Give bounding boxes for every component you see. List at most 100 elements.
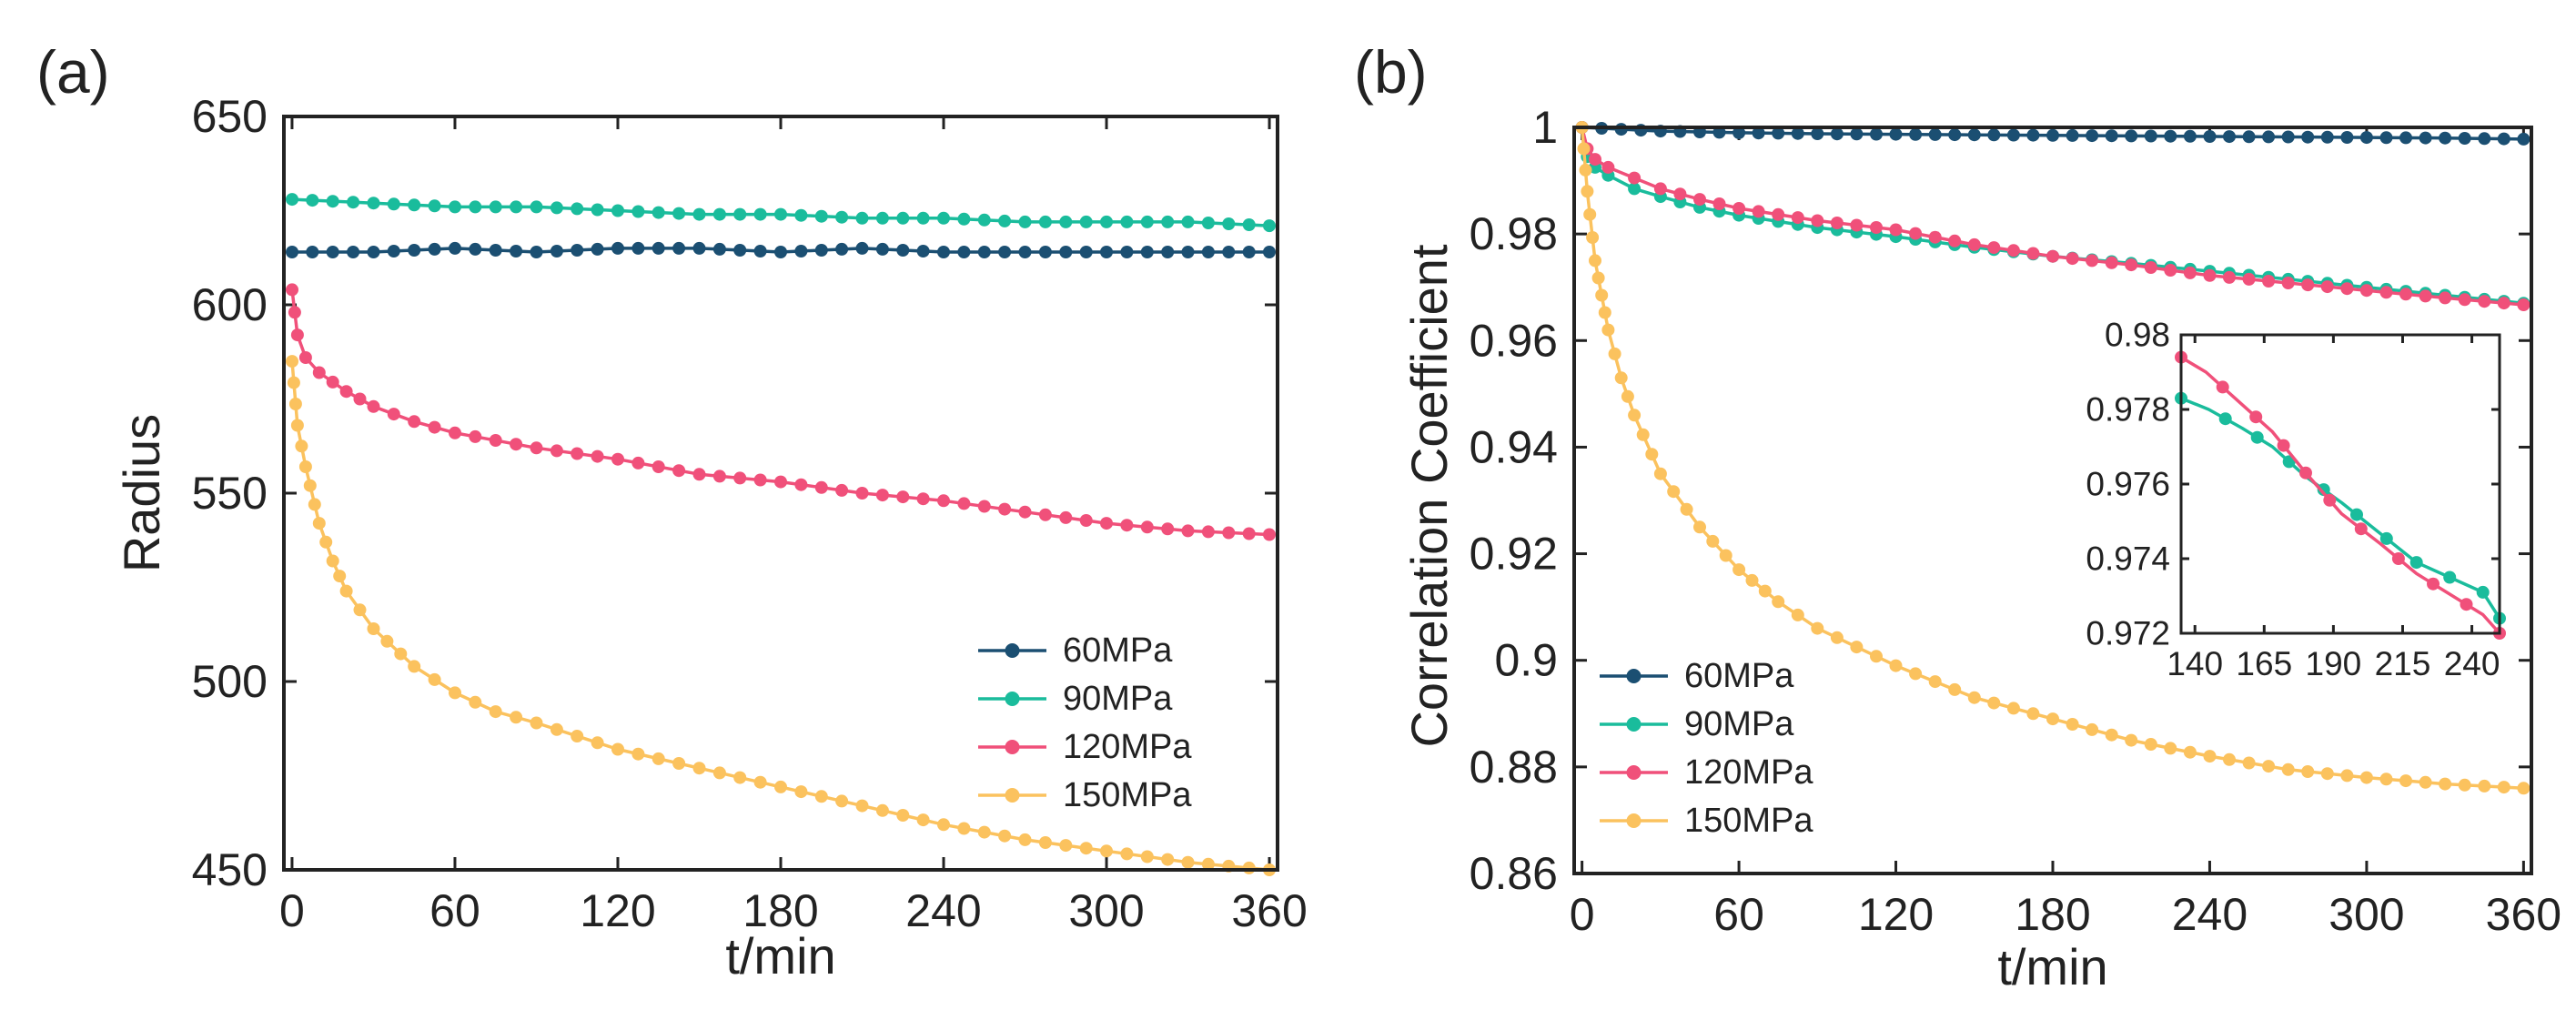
panel-inset-xtick-label-0: 140 [2167, 645, 2223, 682]
panel-a-point-150mpa-4 [295, 439, 308, 453]
panel-b-legend-marker-150mpa [1626, 813, 1642, 828]
panel-a-point-150mpa-42 [916, 813, 930, 827]
panel-a-point-120mpa-21 [631, 456, 645, 470]
panel-a-series-150mpa [286, 355, 1276, 876]
panel-a-point-120mpa-50 [1222, 526, 1236, 540]
panel-inset-point-120mpa-18 [2460, 598, 2473, 611]
panel-a-point-60mpa-23 [753, 245, 767, 258]
panel-b-point-150mpa-34 [1928, 675, 1942, 689]
panel-a-point-90mpa-18 [652, 206, 665, 219]
panel-a-legend-label-120mpa: 120MPa [1063, 728, 1192, 766]
panel-b-point-120mpa-42 [2379, 286, 2393, 299]
panel-a-point-120mpa-2 [290, 328, 304, 342]
panel-b-ytick-label-5: 0.96 [1470, 315, 1558, 366]
panel-a-series-120mpa [286, 283, 1276, 541]
panel-b-point-150mpa-55 [2340, 769, 2354, 783]
panel-inset-point-90mpa-14 [2409, 556, 2423, 570]
panel-a-point-60mpa-3 [347, 246, 360, 258]
panel-a-point-90mpa-16 [611, 204, 624, 217]
panel-a-point-150mpa-38 [835, 794, 849, 808]
panel-b-point-120mpa-43 [2399, 288, 2412, 301]
panel-a-point-90mpa-2 [326, 195, 339, 208]
panel-a-point-150mpa-19 [449, 686, 461, 700]
panel-a-point-120mpa-0 [286, 283, 298, 297]
panel-b-point-120mpa-41 [2359, 284, 2373, 298]
panel-b-point-60mpa-34 [2242, 130, 2256, 144]
panel-b-point-120mpa-29 [2125, 258, 2138, 272]
panel-b-point-150mpa-37 [1987, 696, 2001, 710]
panel-b-point-150mpa-43 [2105, 728, 2118, 742]
panel-a-point-90mpa-21 [712, 207, 726, 221]
panel-a-point-60mpa-29 [875, 242, 889, 256]
panel-b-point-150mpa-23 [1732, 563, 1746, 577]
panel-a-point-60mpa-19 [672, 241, 686, 255]
panel-a-xlabel: t/min [725, 927, 835, 985]
panel-a-point-90mpa-7 [428, 199, 441, 213]
panel-b-point-150mpa-64 [2517, 782, 2531, 795]
panel-b: (b) 0 60 120 180 240 300 360 0.86 0.88 0.9 0.92 0.9… [1354, 38, 2561, 995]
panel-b-point-60mpa-2 [1614, 123, 1628, 136]
panel-b-point-60mpa-43 [2419, 131, 2432, 145]
panel-a-point-120mpa-19 [591, 449, 604, 463]
panel-b-point-120mpa-9 [1732, 202, 1746, 215]
panel-a-point-90mpa-5 [387, 197, 400, 211]
panel-a-legend-marker-60mpa [1005, 643, 1020, 658]
panel-b-legend-label-90mpa: 90MPa [1684, 705, 1794, 743]
panel-a-point-150mpa-55 [1181, 855, 1195, 869]
panel-b-point-120mpa-39 [2320, 280, 2334, 294]
panel-inset-point-120mpa-8 [2299, 466, 2312, 480]
panel-a-xtick-label-0: 0 [279, 885, 305, 936]
panel-b-point-150mpa-36 [1967, 691, 1981, 704]
panel-a-point-150mpa-44 [957, 822, 971, 835]
panel-a-point-60mpa-4 [367, 246, 380, 258]
panel-a-point-90mpa-34 [977, 213, 991, 227]
panel-b-point-150mpa-49 [2223, 752, 2236, 766]
panel-a-point-120mpa-32 [855, 487, 869, 500]
panel-b-point-120mpa-22 [1987, 241, 2001, 255]
panel-a-xtick-label-6: 360 [1231, 885, 1307, 936]
panel-a-point-60mpa-21 [712, 242, 726, 256]
panel-a-series [286, 193, 1276, 876]
panel-a-point-90mpa-3 [347, 196, 360, 209]
panel-b-point-60mpa-24 [2046, 128, 2059, 142]
panel-b-point-150mpa-16 [1645, 448, 1659, 461]
panel-b-xtick-label-4: 240 [2172, 889, 2248, 940]
panel-a-point-120mpa-8 [367, 399, 380, 413]
panel-b-point-120mpa-28 [2105, 256, 2118, 269]
panel-inset-ytick-label-4: 0.98 [2105, 317, 2170, 354]
panel-b-legend-marker-120mpa [1626, 765, 1642, 780]
panel-a-xtick-label-3: 180 [742, 885, 818, 936]
panel-a-point-120mpa-45 [1120, 519, 1134, 532]
panel-a-point-90mpa-42 [1140, 215, 1154, 228]
panel-a-point-120mpa-7 [353, 392, 367, 406]
panel-a-point-60mpa-24 [774, 246, 787, 258]
panel-b-point-60mpa-18 [1928, 127, 1942, 141]
panel-b-point-60mpa-32 [2203, 130, 2217, 143]
panel-b-point-150mpa-57 [2379, 772, 2393, 786]
panel-a-point-60mpa-26 [814, 244, 828, 257]
panel-b-point-150mpa-60 [2439, 777, 2452, 791]
panel-b-inset: 140 165 190 215 240 0.972 0.974 0.976 0.978 0.98 [2086, 317, 2506, 682]
panel-a-point-150mpa-46 [998, 829, 1012, 843]
panel-inset-point-120mpa-4 [2249, 410, 2263, 424]
panel-a-point-90mpa-14 [571, 202, 584, 216]
panel-b-point-60mpa-17 [1909, 127, 1923, 141]
panel-b-ytick-label-6: 0.98 [1470, 208, 1558, 259]
panel-a-point-90mpa-48 [1263, 219, 1276, 233]
panel-a-point-150mpa-18 [428, 672, 441, 686]
panel-a-point-120mpa-15 [510, 438, 523, 451]
panel-b-point-120mpa-19 [1928, 230, 1942, 244]
panel-a-point-120mpa-52 [1263, 528, 1276, 541]
panel-a-point-90mpa-30 [896, 211, 910, 225]
panel-b-legend-label-60mpa: 60MPa [1684, 657, 1794, 695]
panel-a-point-150mpa-5 [298, 460, 312, 473]
panel-b-point-150mpa-13 [1621, 389, 1634, 403]
panel-a-point-150mpa-0 [286, 355, 298, 369]
panel-a-point-150mpa-3 [290, 419, 304, 432]
panel-b-point-60mpa-25 [2066, 128, 2079, 142]
panel-inset-point-120mpa-12 [2354, 522, 2368, 536]
panel-b-point-120mpa-47 [2478, 295, 2491, 308]
panel-b-point-150mpa-21 [1706, 534, 1720, 548]
panel-a-point-90mpa-25 [794, 208, 808, 222]
panel-a-series-60mpa [286, 241, 1276, 258]
